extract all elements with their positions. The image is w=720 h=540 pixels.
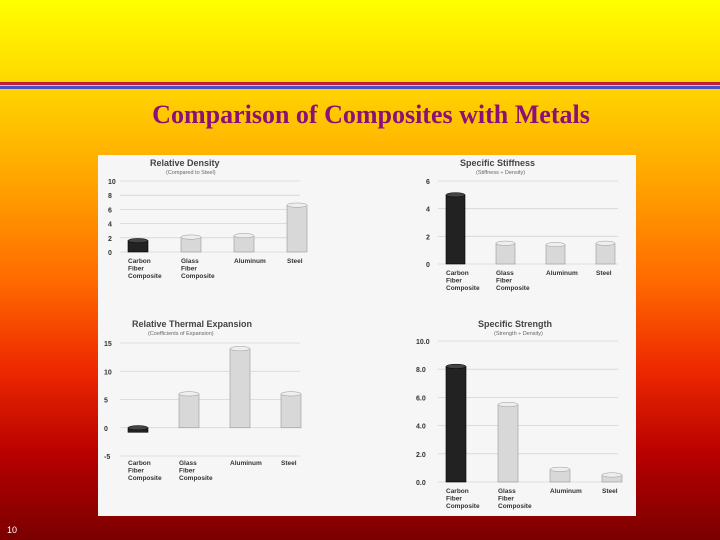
category-label: Composite [128, 273, 162, 280]
category-label: Aluminum [234, 258, 266, 265]
category-label: Steel [287, 258, 303, 265]
category-label: Composite [496, 285, 530, 292]
category-label: Composite [498, 503, 532, 510]
category-label: Fiber [446, 278, 462, 285]
category-label: Fiber [128, 468, 144, 475]
chart-panel-1: 0 2 4 6 8 10 Relative Density (Compared to Stee… [108, 158, 308, 280]
category-label: Composite [446, 503, 480, 510]
bar-cap [497, 402, 519, 407]
category-label: Aluminum [230, 460, 262, 467]
chart-title: Relative Density [150, 158, 220, 168]
bar-cap [233, 233, 255, 239]
category-label: Composite [181, 273, 215, 280]
y-tick-label: 4 [108, 222, 112, 229]
y-tick-label: 8.0 [416, 367, 426, 374]
page-number: 10 [7, 525, 18, 535]
bar-cap [445, 363, 467, 369]
bar-cap [545, 242, 566, 248]
chart-panel-3: -5 0 5 10 15 Relative Thermal Expansion (Coeff… [104, 319, 302, 482]
y-tick-label: 6.0 [416, 395, 426, 402]
chart-title: Specific Stiffness [460, 158, 535, 168]
category-label: Carbon [446, 488, 469, 495]
bar [280, 393, 302, 429]
bar [178, 393, 200, 429]
bar [445, 194, 466, 265]
bar-cap [445, 192, 466, 198]
category-label: Glass [181, 258, 199, 265]
category-label: Composite [446, 285, 480, 292]
chart-subtitle: (Stiffness ÷ Density) [476, 170, 525, 176]
category-label: Aluminum [550, 488, 582, 495]
bar [286, 204, 308, 253]
bar-cap [180, 234, 202, 240]
category-label: Steel [281, 460, 297, 467]
category-label: Composite [128, 475, 162, 482]
category-label: Fiber [179, 468, 195, 475]
category-label: Steel [596, 270, 612, 277]
bar-cap [178, 391, 200, 397]
y-tick-label: 8 [108, 193, 112, 200]
category-label: Glass [498, 488, 516, 495]
y-tick-label: 2 [108, 236, 112, 243]
chart-title: Relative Thermal Expansion [132, 319, 252, 329]
bar-cap [286, 202, 308, 208]
category-label: Glass [496, 270, 514, 277]
title-rule-blue [0, 86, 720, 89]
y-tick-label: 6 [426, 179, 430, 186]
chart-panel-4: 0.0 2.0 4.0 6.0 8.0 10.0 Specific Strength (Str… [416, 319, 623, 510]
category-label: Carbon [128, 258, 151, 265]
category-label: Glass [179, 460, 197, 467]
y-tick-label: 4.0 [416, 424, 426, 431]
y-tick-label: 15 [104, 341, 112, 348]
category-label: Fiber [496, 278, 512, 285]
bar [497, 404, 519, 483]
y-tick-label: -5 [104, 454, 110, 461]
y-tick-label: 6 [108, 207, 112, 214]
bar-cap [601, 472, 623, 478]
category-label: Composite [179, 475, 213, 482]
y-tick-label: 0 [108, 250, 112, 257]
category-label: Fiber [128, 266, 144, 273]
y-tick-label: 0.0 [416, 480, 426, 487]
y-tick-label: 2 [426, 234, 430, 241]
bar-cap [495, 240, 516, 246]
chart-title: Specific Strength [478, 319, 552, 329]
chart-subtitle: (Compared to Steel) [166, 170, 216, 176]
bar-cap [127, 238, 149, 244]
bar [545, 244, 566, 265]
y-tick-label: 10 [104, 369, 112, 376]
bar-cap [127, 425, 149, 431]
y-tick-label: 4 [426, 207, 430, 214]
slide-title: Comparison of Composites with Metals [152, 100, 590, 129]
title-rule-red [0, 82, 720, 85]
category-label: Carbon [446, 270, 469, 277]
bar [595, 242, 616, 265]
y-tick-label: 2.0 [416, 452, 426, 459]
category-label: Carbon [128, 460, 151, 467]
bar-cap [280, 391, 302, 397]
bar-cap [229, 346, 251, 352]
y-tick-label: 0 [104, 426, 108, 433]
category-label: Fiber [446, 496, 462, 503]
category-label: Fiber [181, 266, 197, 273]
charts-svg: 0 2 4 6 8 10 Relative Density (Compared to Stee… [104, 158, 623, 510]
y-tick-label: 0 [426, 262, 430, 269]
category-label: Fiber [498, 496, 514, 503]
bar-cap [595, 240, 616, 246]
chart-panel-2: 0 2 4 6 Specific Stiffness (Stiffness ÷ Densi… [426, 158, 618, 292]
y-tick-label: 10.0 [416, 339, 430, 346]
bar [445, 366, 467, 483]
bar [229, 348, 251, 429]
chart-subtitle: (Coefficients of Expansion) [148, 331, 214, 337]
bar [495, 242, 516, 265]
y-tick-label: 5 [104, 398, 108, 405]
category-label: Aluminum [546, 270, 578, 277]
chart-subtitle: (Strength ÷ Density) [494, 331, 543, 337]
comparison-figure: 0 2 4 6 8 10 Relative Density (Compared to Stee… [98, 155, 636, 516]
category-label: Steel [602, 488, 618, 495]
bar-cap [549, 466, 571, 472]
y-tick-label: 10 [108, 179, 116, 186]
